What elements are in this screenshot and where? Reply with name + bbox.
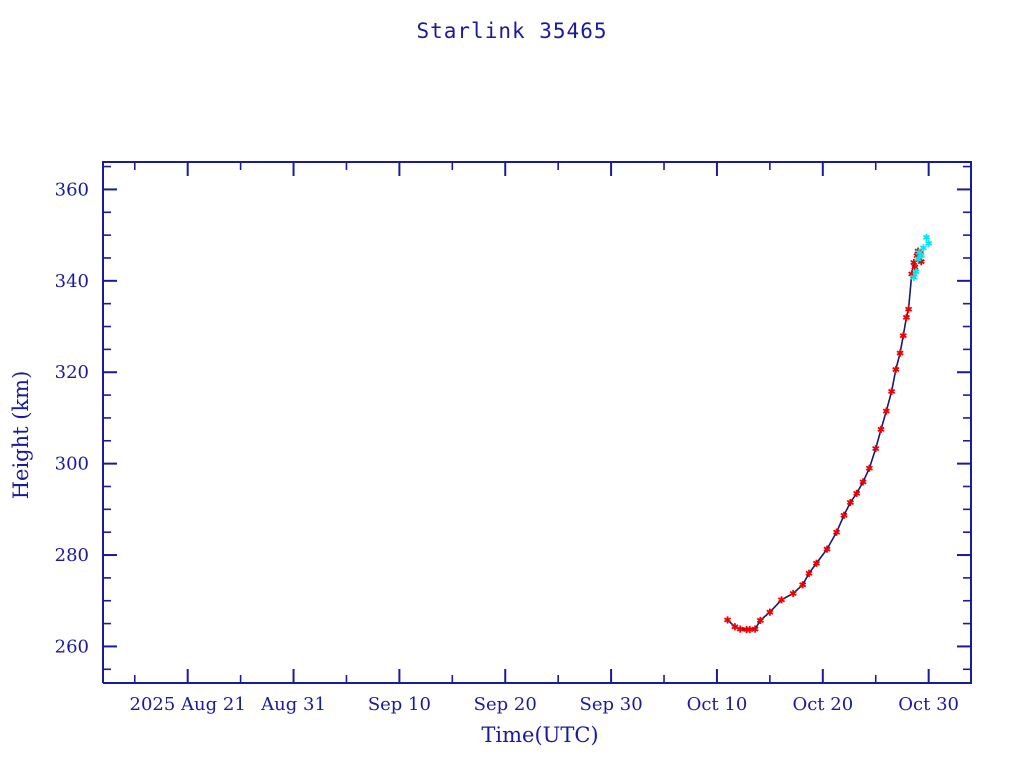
x-tick-label: Sep 20 <box>474 694 537 715</box>
chart-title: Starlink 35465 <box>416 19 607 43</box>
data-point-observed <box>896 349 904 357</box>
series-markers <box>723 233 933 634</box>
data-point-observed <box>840 511 848 519</box>
data-point-predicted <box>922 233 931 242</box>
data-point-observed <box>832 528 841 536</box>
data-point-observed <box>777 596 786 604</box>
data-point-observed <box>902 313 910 321</box>
data-point-observed <box>812 559 821 567</box>
data-point-observed <box>899 332 907 340</box>
x-tick-label: Oct 10 <box>687 694 748 715</box>
data-point-observed <box>910 258 918 267</box>
data-point-observed <box>756 616 764 624</box>
y-axis-ticks <box>103 165 971 671</box>
x-tick-label: Oct 30 <box>898 694 959 715</box>
data-point-observed <box>805 569 813 577</box>
data-point-observed <box>789 589 797 598</box>
y-axis-tick-labels: 260 280 300 320 340 360 <box>55 179 89 657</box>
axis-frame <box>102 161 972 684</box>
x-tick-label: Sep 10 <box>368 694 431 715</box>
x-tick-label: 2025 Aug 21 <box>130 694 246 715</box>
data-point-observed <box>911 263 919 271</box>
x-axis-tick-labels: 2025 Aug 21 Aug 31 Sep 10 Sep 20 Sep 30 Oct 1… <box>130 694 959 715</box>
y-tick-label: 340 <box>55 271 89 292</box>
data-point-observed <box>865 464 873 472</box>
data-point-observed <box>846 498 854 507</box>
data-point-predicted <box>919 244 927 252</box>
data-point-observed <box>823 545 831 553</box>
y-tick-label: 260 <box>55 636 89 657</box>
data-point-observed <box>859 478 867 486</box>
data-point-observed <box>882 407 890 415</box>
y-tick-label: 280 <box>55 545 89 566</box>
y-tick-label: 320 <box>55 362 89 383</box>
data-point-observed <box>892 365 900 374</box>
x-tick-label: Sep 30 <box>580 694 643 715</box>
x-tick-label: Aug 31 <box>260 694 326 715</box>
data-point-predicted <box>910 273 918 281</box>
data-point-predicted <box>912 268 920 276</box>
data-point-observed <box>904 305 913 313</box>
data-point-observed <box>888 387 896 396</box>
x-axis-ticks <box>133 162 930 683</box>
data-point-observed <box>736 625 744 633</box>
data-point-observed <box>746 625 754 634</box>
y-tick-label: 360 <box>55 179 89 200</box>
data-point-observed <box>723 616 732 624</box>
data-point-observed <box>872 444 880 453</box>
x-tick-label: Oct 20 <box>792 694 853 715</box>
x-axis-title: Time(UTC) <box>481 723 598 747</box>
data-point-observed <box>877 425 885 433</box>
y-tick-label: 300 <box>55 454 89 475</box>
data-point-predicted <box>925 239 933 247</box>
data-point-observed <box>751 625 759 633</box>
data-point-observed <box>853 489 861 497</box>
data-point-observed <box>766 608 774 616</box>
data-point-observed <box>799 581 807 589</box>
data-point-predicted <box>917 251 925 259</box>
y-axis-title: Height (km) <box>9 371 33 500</box>
